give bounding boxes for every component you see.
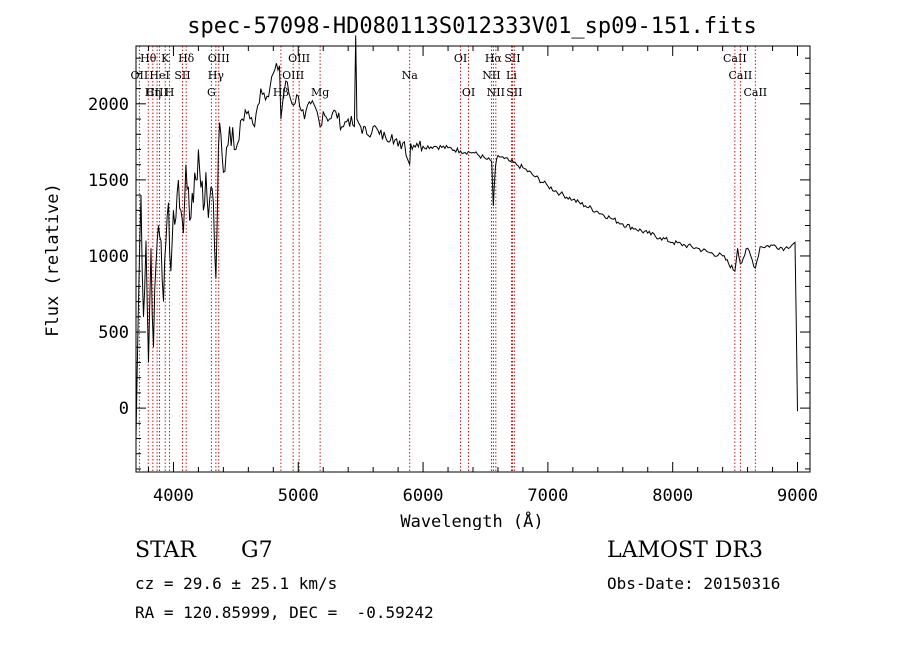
line-marker-label: Mg	[311, 86, 329, 99]
y-tick-label: 2000	[88, 95, 129, 115]
spectral-subclass: G7	[241, 538, 273, 563]
y-axis-label: Flux (relative)	[43, 183, 63, 337]
spectrum-line	[135, 35, 798, 439]
line-marker-label: SII	[504, 52, 520, 65]
line-marker-label: OIII	[288, 52, 310, 65]
line-marker-label: Hγ	[208, 69, 225, 82]
line-marker-label: OIII	[208, 52, 230, 65]
redshift-value: cz = 29.6 ± 25.1 km/s	[135, 574, 338, 593]
line-marker-label: OI	[454, 52, 467, 65]
chart-title: spec-57098-HD080113S012333V01_sp09-151.f…	[187, 14, 757, 39]
x-tick-label: 9000	[777, 486, 818, 506]
object-class: STAR	[135, 538, 196, 563]
y-tick-label: 1000	[88, 247, 129, 267]
line-marker-label: HeI	[149, 69, 169, 82]
line-marker-label: Hβ	[273, 86, 289, 99]
x-tick-label: 8000	[652, 486, 693, 506]
x-axis-label: Wavelength (Å)	[400, 510, 543, 530]
coordinates: RA = 120.85999, DEC = -0.59242	[135, 603, 434, 622]
spectrum-series	[135, 35, 798, 439]
plot-frame	[135, 45, 811, 473]
x-tick-label: 6000	[403, 486, 444, 506]
line-marker-label: H	[165, 86, 175, 99]
line-marker-label: SII	[506, 86, 522, 99]
line-marker-label: SII	[174, 69, 190, 82]
line-marker-label: CaII	[723, 52, 747, 65]
line-marker-label: OIII	[282, 69, 304, 82]
y-tick-label: 500	[98, 323, 129, 343]
line-marker-label: NII	[482, 69, 500, 82]
survey-name: LAMOST DR3	[607, 538, 763, 563]
x-tick-label: 5000	[278, 486, 319, 506]
line-marker-label: OI	[462, 86, 475, 99]
line-marker-label: K	[161, 52, 170, 65]
observation-date: Obs-Date: 20150316	[607, 574, 781, 593]
line-marker-label: CIII	[146, 86, 167, 99]
line-marker-label: Na	[402, 69, 419, 82]
line-marker-label: G	[207, 86, 216, 99]
y-tick-label: 0	[119, 399, 129, 419]
line-markers: OIIHθHηCIIIHeIKHSIIHδGHγOIIIHβOIIIOIIIMg…	[131, 46, 767, 472]
x-tick-label: 4000	[153, 486, 194, 506]
line-marker-label: Hδ	[178, 52, 195, 65]
x-tick-label: 7000	[527, 486, 568, 506]
line-marker-label: OII	[131, 69, 149, 82]
line-marker-label: CaII	[729, 69, 753, 82]
spectrum-chart: spec-57098-HD080113S012333V01_sp09-151.f…	[43, 14, 818, 530]
line-marker-label: CaII	[743, 86, 767, 99]
line-marker-label: Li	[506, 69, 517, 82]
axes: 4000 5000 6000 7000 8000 9000 0 500 1000 1500 2000	[88, 45, 818, 506]
line-marker-label: NII	[487, 86, 505, 99]
line-marker-label: Hα	[485, 52, 503, 65]
line-marker-label: Hθ	[140, 52, 157, 65]
y-tick-label: 1500	[88, 171, 129, 191]
